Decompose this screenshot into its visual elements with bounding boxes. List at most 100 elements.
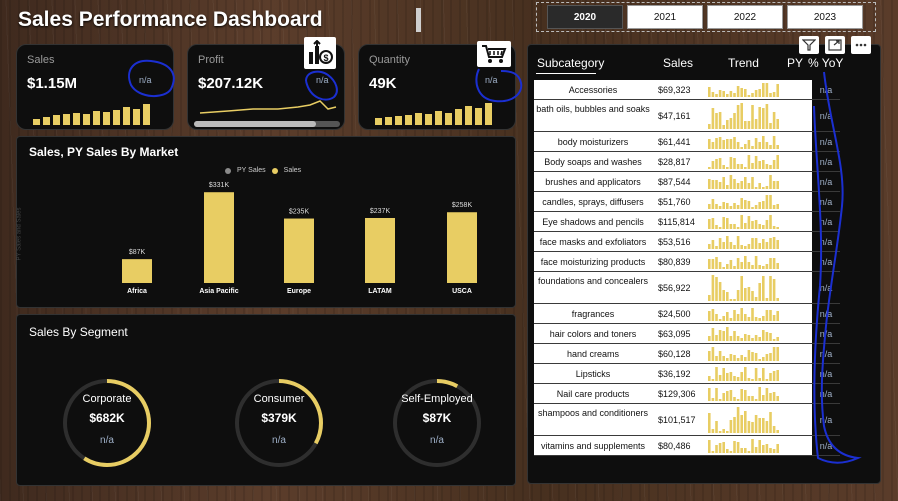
row-yoy: n/a (812, 232, 840, 251)
kpi-sales-value: $1.15M (27, 75, 78, 92)
row-sales: $63,095 (658, 328, 691, 339)
year-button-2023[interactable]: 2023 (787, 5, 863, 29)
table-row[interactable]: face masks and exfoliators $53,516 n/a (534, 232, 840, 252)
row-py-cell (782, 152, 812, 171)
row-py-cell (782, 344, 812, 363)
row-sales: $61,441 (658, 136, 691, 147)
table-row[interactable]: vitamins and supplements $80,486 n/a (534, 436, 840, 456)
table-row[interactable]: Eye shadows and pencils $115,814 n/a (534, 212, 840, 232)
table-row[interactable]: shampoos and conditioners $101,517 n/a (534, 404, 840, 436)
row-subcategory: vitamins and supplements (540, 441, 646, 451)
segment-panel: Sales By Segment Corporate $682K n/a Con… (16, 314, 516, 486)
table-row[interactable]: Accessories $69,323 n/a (534, 80, 840, 100)
row-subcategory: candles, sprays, diffusers (542, 197, 644, 207)
segment-consumer-yoy: n/a (272, 435, 286, 446)
row-subcategory: brushes and applicators (545, 177, 641, 187)
year-slicer: 2020 2021 2022 2023 (536, 2, 876, 32)
kpi-profit-yoy: n/a (316, 75, 329, 85)
segment-consumer-name: Consumer (253, 393, 305, 405)
column-header-yoy[interactable]: % YoY (808, 56, 844, 70)
row-yoy: n/a (812, 364, 840, 383)
table-row[interactable]: Body soaps and washes $28,817 n/a (534, 152, 840, 172)
segment-ring-arc[interactable] (393, 379, 481, 467)
table-row[interactable]: foundations and concealers $56,922 n/a (534, 272, 840, 304)
table-row[interactable]: brushes and applicators $87,544 n/a (534, 172, 840, 192)
segment-corporate-name: Corporate (82, 393, 132, 405)
row-trend-sparkbars (708, 367, 779, 381)
row-trend-sparkbars (708, 275, 779, 301)
kpi-card-profit: Profit $207.12K n/a $ (187, 37, 345, 130)
segment-self-employed: Self-Employed $87K n/a (395, 393, 479, 446)
kpi-profit-sparkline (199, 100, 337, 114)
market-bar-africa[interactable] (122, 259, 152, 283)
segment-consumer-value: $379K (261, 411, 297, 425)
filter-icon[interactable] (799, 36, 819, 54)
column-header-py[interactable]: PY (787, 56, 804, 70)
row-yoy: n/a (812, 304, 840, 323)
row-py-cell (782, 364, 812, 383)
table-row[interactable]: Nail care products $129,306 n/a (534, 384, 840, 404)
table-row[interactable]: candles, sprays, diffusers $51,760 n/a (534, 192, 840, 212)
row-yoy: n/a (812, 212, 840, 231)
market-bar-europe[interactable] (284, 218, 314, 283)
kpi-card-sales: Sales $1.15M n/a (16, 44, 175, 130)
column-header-trend[interactable]: Trend (728, 56, 759, 70)
row-subcategory: Lipsticks (575, 369, 611, 379)
row-yoy: n/a (812, 384, 840, 403)
row-subcategory: Eye shadows and pencils (542, 217, 644, 227)
more-options-icon[interactable] (851, 36, 871, 54)
table-row[interactable]: body moisturizers $61,441 n/a (534, 132, 840, 152)
table-row[interactable]: bath oils, bubbles and soaks $47,161 n/a (534, 100, 840, 132)
kpi-profit-scrollbar[interactable] (194, 121, 340, 127)
kpi-sales-label: Sales (27, 54, 55, 66)
market-bar-asia-pacific[interactable] (204, 192, 234, 283)
table-row[interactable]: Lipsticks $36,192 n/a (534, 364, 840, 384)
legend-py-swatch (225, 167, 231, 174)
kpi-quantity-value: 49K (369, 75, 397, 92)
row-sales: $80,486 (658, 440, 691, 451)
row-yoy: n/a (812, 436, 840, 455)
table-row[interactable]: face moisturizing products $80,839 n/a (534, 252, 840, 272)
table-row[interactable]: hair colors and toners $63,095 n/a (534, 324, 840, 344)
row-yoy: n/a (812, 100, 840, 131)
row-py-cell (782, 212, 812, 231)
focus-mode-icon[interactable] (825, 36, 845, 54)
segment-self-employed-value: $87K (422, 411, 452, 425)
table-row[interactable]: hand creams $60,128 n/a (534, 344, 840, 364)
segment-ring-arc[interactable] (63, 379, 151, 467)
legend-py-label: PY Sales (237, 167, 266, 174)
legend-sales-label: Sales (283, 167, 302, 174)
row-py-cell (782, 132, 812, 151)
column-header-subcategory[interactable]: Subcategory (537, 56, 605, 70)
segment-ring-arc[interactable] (235, 379, 323, 467)
table-row[interactable]: fragrances $24,500 n/a (534, 304, 840, 324)
row-yoy: n/a (812, 192, 840, 211)
year-button-2021[interactable]: 2021 (627, 5, 703, 29)
row-trend-sparkbars (708, 83, 779, 97)
column-header-sales[interactable]: Sales (663, 56, 694, 70)
row-subcategory: Accessories (568, 85, 618, 95)
row-yoy: n/a (812, 132, 840, 151)
row-sales: $53,516 (658, 236, 691, 247)
segment-consumer: Consumer $379K n/a (237, 393, 321, 446)
row-subcategory: hair colors and toners (549, 329, 637, 339)
row-py-cell (782, 232, 812, 251)
row-trend-sparkbars (708, 387, 779, 401)
year-button-2020[interactable]: 2020 (547, 5, 623, 29)
market-bar-latam[interactable] (365, 217, 395, 283)
row-py-cell (782, 324, 812, 343)
row-subcategory: foundations and concealers (537, 276, 649, 286)
row-py-cell (782, 100, 812, 131)
row-trend-sparkbars (708, 136, 779, 149)
row-yoy: n/a (812, 252, 840, 271)
shopping-cart-icon (477, 41, 511, 67)
year-button-2022[interactable]: 2022 (707, 5, 783, 29)
row-py-cell (782, 192, 812, 211)
market-chart-panel: Sales, PY Sales By Market PY Sales Sales… (16, 136, 516, 308)
row-trend-sparkbars (708, 347, 779, 361)
market-bar-usca[interactable] (447, 212, 477, 283)
row-trend-sparkbars (708, 236, 779, 249)
row-trend-sparkbars (708, 327, 779, 341)
segment-self-employed-yoy: n/a (430, 435, 444, 446)
row-subcategory: bath oils, bubbles and soaks (536, 104, 650, 114)
